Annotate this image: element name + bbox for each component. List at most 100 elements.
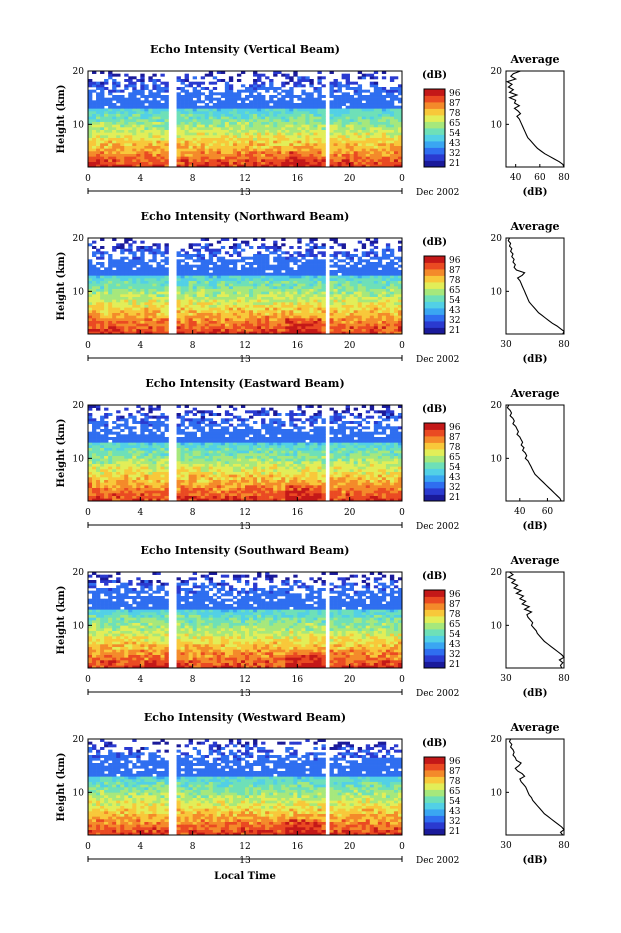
heatmap-cell <box>229 154 233 157</box>
heatmap-cell <box>185 98 189 101</box>
heatmap-cell <box>185 140 189 143</box>
heatmap-cell <box>273 310 277 313</box>
heatmap-cell <box>313 313 317 316</box>
heatmap-cell <box>378 114 382 117</box>
heatmap-cell <box>386 283 390 286</box>
heatmap-cell <box>160 305 164 308</box>
heatmap-cell <box>378 281 382 284</box>
heatmap-cell <box>88 116 92 119</box>
heatmap-cell <box>100 302 104 305</box>
heatmap-cell <box>108 135 112 138</box>
heatmap-cell <box>237 146 241 149</box>
heatmap-cell <box>265 119 269 122</box>
heatmap-cell <box>205 108 209 111</box>
heatmap-cell <box>132 92 136 95</box>
heatmap-cell <box>265 132 269 135</box>
heatmap-cell <box>334 496 338 499</box>
heatmap-cell <box>305 119 309 122</box>
heatmap-cell <box>237 132 241 135</box>
heatmap-cell <box>189 254 193 257</box>
heatmap-cell <box>354 275 358 278</box>
heatmap-cell <box>350 493 354 496</box>
heatmap-cell <box>217 92 221 95</box>
heatmap-cell <box>132 254 136 257</box>
heatmap-cell <box>205 315 209 318</box>
heatmap-cell <box>177 162 181 165</box>
heatmap-cell <box>366 259 370 262</box>
heatmap-cell <box>108 278 112 281</box>
heatmap-cell <box>229 119 233 122</box>
heatmap-cell <box>193 87 197 90</box>
heatmap-cell <box>225 323 229 326</box>
heatmap-cell <box>124 273 128 276</box>
heatmap-cell <box>309 148 313 151</box>
heatmap-cell <box>313 90 317 93</box>
heatmap-cell <box>88 119 92 122</box>
heatmap-cell <box>386 313 390 316</box>
heatmap-cell <box>313 130 317 133</box>
heatmap-cell <box>366 323 370 326</box>
heatmap-cell <box>148 275 152 278</box>
heatmap-cell <box>209 294 213 297</box>
heatmap-cell <box>285 100 289 103</box>
heatmap-cell <box>334 305 338 308</box>
heatmap-cell <box>342 114 346 117</box>
heatmap-cell <box>96 159 100 162</box>
heatmap-cell <box>309 100 313 103</box>
heatmap-cell <box>342 289 346 292</box>
heatmap-cell <box>354 289 358 292</box>
heatmap-cell <box>330 87 334 90</box>
heatmap-cell <box>104 273 108 276</box>
heatmap-cell <box>261 283 265 286</box>
heatmap-cell <box>390 307 394 310</box>
heatmap-cell <box>382 294 386 297</box>
heatmap-cell <box>249 299 253 302</box>
heatmap-cell <box>285 140 289 143</box>
heatmap-cell <box>382 116 386 119</box>
heatmap-cell <box>164 111 168 114</box>
profile-x-tick-label: 80 <box>558 340 570 350</box>
heatmap-cell <box>366 106 370 109</box>
heatmap-cell <box>277 302 281 305</box>
heatmap-cell <box>265 305 269 308</box>
heatmap-cell <box>338 490 342 493</box>
heatmap-cell <box>241 159 245 162</box>
heatmap-cell <box>289 111 293 114</box>
heatmap-cell <box>241 265 245 268</box>
heatmap-cell <box>346 116 350 119</box>
heatmap-cell <box>221 291 225 294</box>
heatmap-cell <box>301 98 305 101</box>
heatmap-cell <box>277 100 281 103</box>
heatmap-cell <box>249 278 253 281</box>
heatmap-cell <box>104 275 108 278</box>
heatmap-cell <box>193 299 197 302</box>
heatmap-cell <box>124 302 128 305</box>
heatmap-cell <box>221 257 225 260</box>
heatmap-cell <box>152 111 156 114</box>
heatmap-cell <box>338 278 342 281</box>
heatmap-cell <box>297 98 301 101</box>
heatmap-cell <box>313 496 317 499</box>
heatmap-cell <box>152 299 156 302</box>
heatmap-cell <box>342 281 346 284</box>
heatmap-cell <box>374 92 378 95</box>
heatmap-cell <box>181 313 185 316</box>
heatmap-cell <box>309 122 313 125</box>
heatmap-cell <box>92 267 96 270</box>
heatmap-cell <box>358 313 362 316</box>
heatmap-cell <box>273 251 277 254</box>
heatmap-cell <box>140 490 144 493</box>
heatmap-cell <box>181 127 185 130</box>
heatmap-cell <box>309 254 313 257</box>
heatmap-cell <box>293 103 297 106</box>
heatmap-cell <box>265 76 269 79</box>
heatmap-cell <box>185 151 189 154</box>
heatmap-cell <box>245 278 249 281</box>
heatmap-cell <box>156 84 160 87</box>
heatmap-cell <box>237 159 241 162</box>
heatmap-cell <box>334 291 338 294</box>
heatmap-cell <box>330 138 334 141</box>
heatmap-cell <box>205 132 209 135</box>
heatmap-cell <box>265 318 269 321</box>
heatmap-cell <box>277 98 281 101</box>
